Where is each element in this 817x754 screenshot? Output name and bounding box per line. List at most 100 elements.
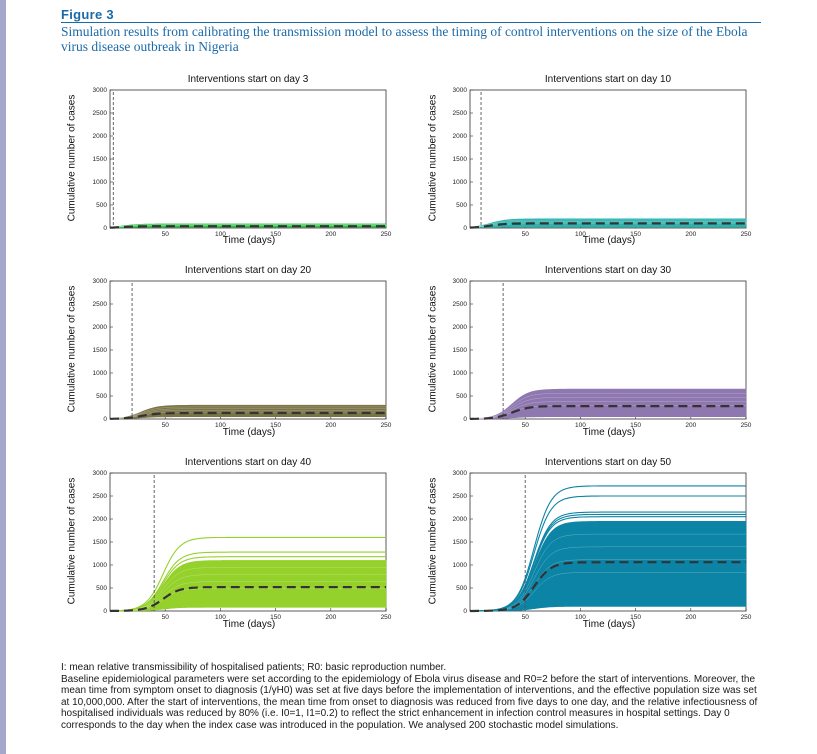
x-axis-label: Time (days) [582,235,636,246]
notes-methods: Baseline epidemiological parameters were… [61,673,758,731]
x-tick-label: 100 [215,422,226,429]
y-tick-label: 3000 [453,87,468,94]
simulation-band [109,560,387,612]
y-tick-label: 3000 [453,278,468,285]
simulation-line [110,408,386,419]
plot-frame [109,280,387,420]
panel-title-day-40: Interventions start on day 40 [184,457,312,468]
x-tick-label: 200 [325,231,336,238]
x-tick-label: 50 [162,422,170,429]
x-tick-label: 100 [215,231,226,238]
simulation-band [469,388,747,420]
mean-trajectory-line [110,225,386,229]
x-tick-label: 150 [630,614,641,621]
y-tick-label: 500 [96,393,107,400]
x-tick-label: 200 [685,422,696,429]
y-tick-label: 500 [96,202,107,209]
x-tick-label: 100 [575,614,586,621]
y-tick-label: 1500 [453,347,468,354]
y-tick-label: 2000 [453,324,468,331]
chart-day-50: 0 500 1000 1500 2000 2500 3000 50 100 150 200 250 [453,470,752,621]
notes-abbreviations: I: mean relative transmissibility of hos… [61,662,447,673]
x-tick-label: 200 [325,614,336,621]
x-axis-label: Time (days) [582,427,636,438]
mean-trajectory-line [470,561,746,613]
y-tick-label: 1500 [93,156,108,163]
y-tick-label: 0 [463,225,467,232]
y-tick-label: 2000 [93,516,108,523]
mean-trajectory-line [470,405,746,420]
x-tick-label: 50 [162,614,170,621]
x-tick-label: 100 [575,422,586,429]
x-tick-label: 100 [215,614,226,621]
y-tick-label: 1000 [453,562,468,569]
x-tick-label: 100 [575,231,586,238]
simulation-line [469,401,746,420]
x-tick-label: 50 [522,231,530,238]
simulation-line [470,485,746,612]
y-tick-label: 2500 [93,493,108,500]
y-tick-label: 2500 [93,110,108,117]
y-axis-label: Cumulative number of cases [66,285,78,413]
panel-title-day-3: Interventions start on day 3 [187,74,309,85]
simulation-line [470,546,746,612]
simulation-line [110,574,386,612]
simulation-line [470,392,746,420]
y-tick-label: 500 [456,585,467,592]
y-tick-label: 0 [103,416,107,423]
simulation-line [109,536,386,612]
y-tick-label: 2000 [93,324,108,331]
simulation-line [109,224,386,228]
simulation-line [110,551,386,612]
y-tick-label: 1500 [453,539,468,546]
figure-heading-rule [61,22,761,23]
panel-title-day-20: Interventions start on day 20 [184,265,312,276]
chart-day-3: 0 500 1000 1500 2000 2500 3000 50 100 150 200 250 [93,87,392,238]
panel-title-day-30: Interventions start on day 30 [544,265,672,276]
figure-caption: Simulation results from calibrating the … [61,24,748,54]
simulation-line [110,567,386,612]
y-tick-label: 1000 [453,179,468,186]
simulation-line [109,224,386,228]
y-tick-label: 1000 [453,370,468,377]
x-tick-label: 200 [325,422,336,429]
plot-frame [109,89,387,229]
chart-day-20: 0 500 1000 1500 2000 2500 3000 50 100 150 200 250 [93,278,392,429]
simulation-band [109,404,387,420]
y-tick-label: 2000 [453,133,468,140]
x-tick-label: 150 [270,614,281,621]
x-axis-label: Time (days) [222,427,276,438]
simulation-line [469,533,746,612]
y-axis-label: Cumulative number of cases [427,285,439,413]
y-tick-label: 0 [463,608,467,615]
simulation-line [470,397,746,420]
plot-frame [469,89,747,229]
chart-day-40: 0 500 1000 1500 2000 2500 3000 50 100 150 200 250 [93,470,392,621]
y-tick-label: 2500 [93,301,108,308]
y-tick-label: 1000 [93,179,108,186]
simulation-band [469,218,747,229]
y-tick-label: 3000 [93,470,108,477]
page-margin-rule [0,0,6,754]
panel-title-day-50: Interventions start on day 50 [544,457,672,468]
y-axis-label: Cumulative number of cases [66,477,78,605]
x-tick-label: 200 [685,231,696,238]
y-tick-label: 1500 [93,539,108,546]
y-tick-label: 1000 [93,562,108,569]
y-tick-label: 3000 [453,470,468,477]
y-tick-label: 500 [96,585,107,592]
y-tick-label: 1500 [453,156,468,163]
x-tick-label: 250 [741,422,752,429]
simulation-line [469,221,746,228]
y-tick-label: 0 [103,608,107,615]
mean-trajectory-line [109,585,386,613]
y-axis-label: Cumulative number of cases [427,94,439,222]
y-tick-label: 1000 [93,370,108,377]
x-tick-label: 150 [270,422,281,429]
x-tick-label: 150 [630,422,641,429]
y-tick-label: 500 [456,202,467,209]
simulation-line [109,406,386,419]
y-axis-label: Cumulative number of cases [427,477,439,605]
y-tick-label: 3000 [93,278,108,285]
mean-trajectory-line [469,222,746,229]
